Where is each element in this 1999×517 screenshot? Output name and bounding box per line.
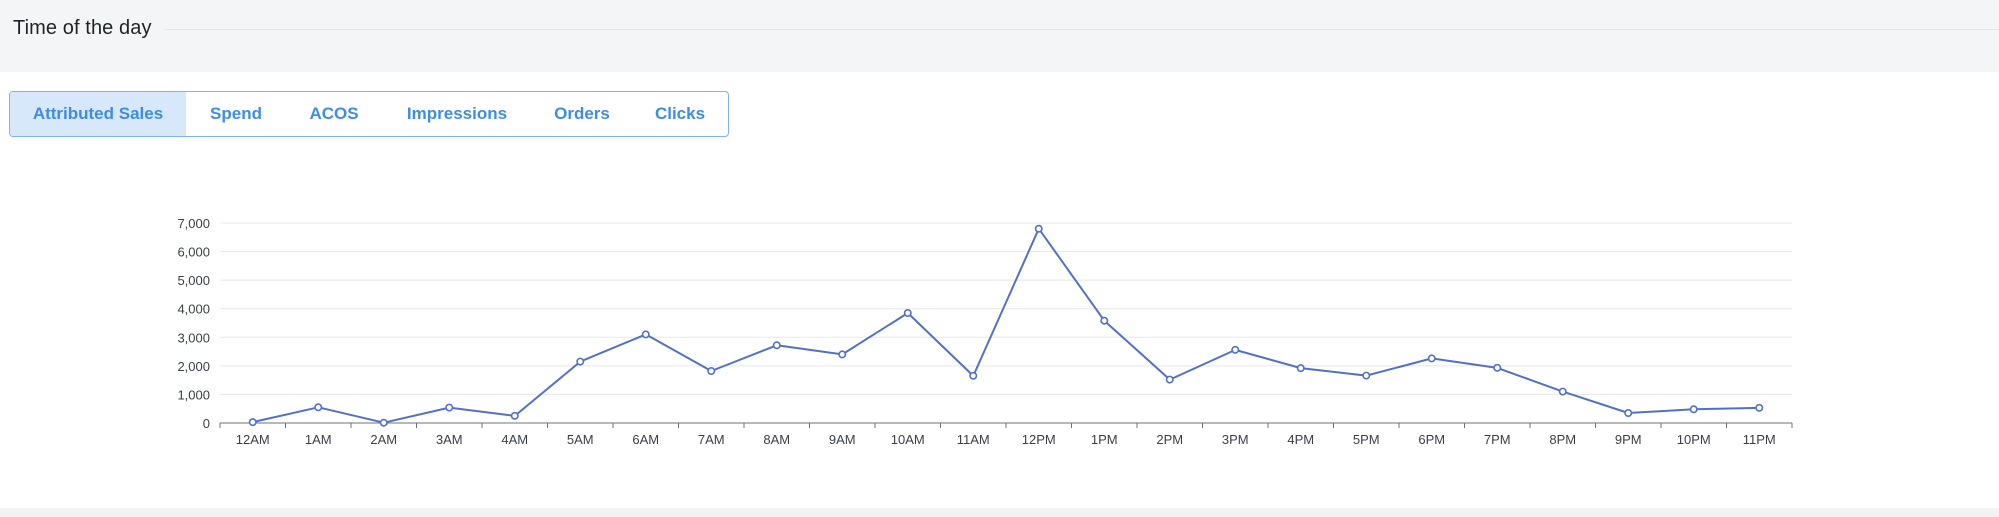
x-tick-label: 4PM xyxy=(1287,432,1314,447)
x-tick-label: 7PM xyxy=(1484,432,1511,447)
tab-impressions[interactable]: Impressions xyxy=(406,104,508,123)
x-tick-label: 9PM xyxy=(1615,432,1642,447)
data-point xyxy=(838,350,847,359)
x-tick-label: 6AM xyxy=(632,432,659,447)
data-point xyxy=(1231,345,1240,354)
data-point xyxy=(641,330,650,339)
data-point xyxy=(1165,375,1174,384)
y-tick-label: 6,000 xyxy=(177,245,210,260)
y-tick-label: 7,000 xyxy=(177,216,210,231)
section-title: Time of the day xyxy=(13,17,152,39)
x-tick-label: 9AM xyxy=(829,432,856,447)
data-point xyxy=(1362,371,1371,380)
x-tick-label: 5PM xyxy=(1353,432,1380,447)
section-header: Time of the day xyxy=(0,0,1999,72)
x-tick-label: 10PM xyxy=(1677,432,1711,447)
data-point xyxy=(1689,405,1698,414)
tab-orders[interactable]: Orders xyxy=(554,104,610,123)
data-point xyxy=(1100,316,1109,325)
tab-attributed-sales[interactable]: Attributed Sales xyxy=(10,92,186,136)
x-tick-label: 2AM xyxy=(370,432,397,447)
data-point xyxy=(445,403,454,412)
x-tick-label: 2PM xyxy=(1156,432,1183,447)
chart-panel: Attributed Sales Spend ACOS Impressions … xyxy=(0,72,1999,508)
y-tick-label: 3,000 xyxy=(177,330,210,345)
metric-tab-group: Attributed Sales Spend ACOS Impressions … xyxy=(9,91,729,137)
data-point xyxy=(576,357,585,366)
x-tick-label: 3PM xyxy=(1222,432,1249,447)
header-divider xyxy=(165,29,1999,30)
data-point xyxy=(379,418,388,427)
data-point xyxy=(1034,224,1043,233)
tab-acos[interactable]: ACOS xyxy=(309,104,359,123)
data-point xyxy=(903,309,912,318)
series-line xyxy=(252,227,1760,424)
line-chart-svg: 0 1,000 2,000 3,000 4,000 5,000 6,000 7,000 12AM… xyxy=(177,216,1793,447)
x-tick-label: 10AM xyxy=(891,432,925,447)
x-tick-label: 1AM xyxy=(305,432,332,447)
x-tick-label: 4AM xyxy=(501,432,528,447)
data-point xyxy=(1755,403,1764,412)
time-of-day-chart: 0 1,000 2,000 3,000 4,000 5,000 6,000 7,000 12AM… xyxy=(0,72,1999,508)
data-point xyxy=(248,418,257,427)
data-point xyxy=(969,371,978,380)
y-tick-label: 5,000 xyxy=(177,273,210,288)
data-point xyxy=(1493,363,1502,372)
x-tick-label: 12AM xyxy=(236,432,270,447)
data-point xyxy=(1624,408,1633,417)
data-point xyxy=(707,366,716,375)
data-point xyxy=(1296,364,1305,373)
data-point xyxy=(314,403,323,412)
x-tick-label: 8PM xyxy=(1549,432,1576,447)
tab-spend[interactable]: Spend xyxy=(210,104,262,123)
y-tick-label: 4,000 xyxy=(177,302,210,317)
y-tick-label: 1,000 xyxy=(177,387,210,402)
y-tick-label: 0 xyxy=(203,416,210,431)
data-point xyxy=(1427,354,1436,363)
x-tick-label: 1PM xyxy=(1091,432,1118,447)
x-tick-label: 6PM xyxy=(1418,432,1445,447)
data-point xyxy=(772,341,781,350)
y-tick-label: 2,000 xyxy=(177,359,210,374)
x-tick-label: 12PM xyxy=(1022,432,1056,447)
x-tick-label: 5AM xyxy=(567,432,594,447)
x-tick-label: 11PM xyxy=(1743,432,1776,447)
data-point xyxy=(510,411,519,420)
x-tick-label: 3AM xyxy=(436,432,463,447)
bottom-divider xyxy=(0,508,1999,517)
tab-clicks[interactable]: Clicks xyxy=(654,104,706,123)
x-tick-label: 7AM xyxy=(698,432,725,447)
x-tick-label: 11AM xyxy=(957,432,990,447)
x-tick-label: 8AM xyxy=(763,432,790,447)
data-point xyxy=(1558,387,1567,396)
